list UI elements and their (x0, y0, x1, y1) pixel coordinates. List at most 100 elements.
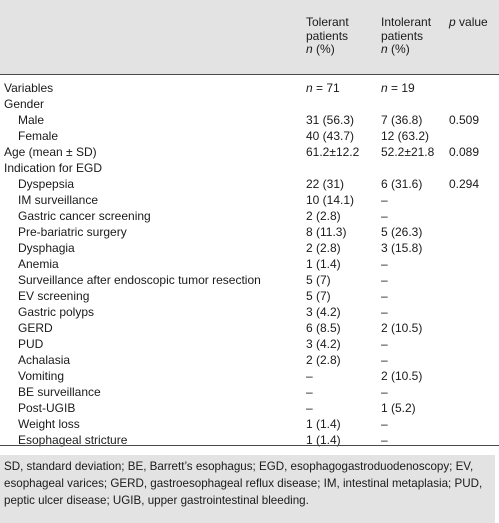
table-row: Male 31 (56.3) 7 (36.8) 0.509 (0, 112, 499, 128)
tolerant-cell: 6 (8.5) (306, 321, 341, 335)
table-row: EV screening 5 (7) – (0, 288, 499, 304)
intolerant-cell: 3 (15.8) (381, 241, 423, 255)
tolerant-cell: – (306, 385, 313, 399)
tolerant-cell: 3 (4.2) (306, 337, 341, 351)
row-label: BE surveillance (18, 385, 101, 399)
p-value-cell: 0.089 (449, 145, 480, 159)
table-row: Variables n = 71 n = 19 (0, 80, 499, 96)
intolerant-cell: – (381, 353, 388, 367)
intolerant-cell: 5 (26.3) (381, 225, 423, 239)
table-row: PUD 3 (4.2) – (0, 336, 499, 352)
intolerant-count: n = 19 (381, 81, 415, 95)
table-row: Gastric cancer screening 2 (2.8) – (0, 208, 499, 224)
table-row: Post-UGIB – 1 (5.2) (0, 400, 499, 416)
intolerant-cell: – (381, 209, 388, 223)
header-intolerant: Intolerant patients n (%) (381, 15, 432, 57)
header-intolerant-unit: n (%) (381, 42, 410, 56)
intolerant-cell: – (381, 289, 388, 303)
tolerant-cell: – (306, 369, 313, 383)
header-p-value: p value (449, 15, 488, 29)
row-label: Male (18, 113, 45, 127)
table-row: Gastric polyps 3 (4.2) – (0, 304, 499, 320)
header-tolerant-unit: n (%) (306, 42, 335, 56)
row-label: Female (18, 129, 59, 143)
intolerant-cell: 2 (10.5) (381, 321, 423, 335)
tolerant-cell: 1 (1.4) (306, 433, 341, 447)
table-row: Female 40 (43.7) 12 (63.2) (0, 128, 499, 144)
row-label: Pre-bariatric surgery (18, 225, 127, 239)
row-label: Age (mean ± SD) (4, 145, 97, 159)
intolerant-cell: – (381, 273, 388, 287)
tolerant-cell: 1 (1.4) (306, 417, 341, 431)
table-row: Achalasia 2 (2.8) – (0, 352, 499, 368)
table-row: Pre-bariatric surgery 8 (11.3) 5 (26.3) (0, 224, 499, 240)
row-label: Surveillance after endoscopic tumor rese… (18, 273, 261, 287)
row-label: PUD (18, 337, 44, 351)
intolerant-cell: – (381, 385, 388, 399)
header-rule (0, 74, 499, 75)
bottom-rule (0, 445, 499, 446)
row-label: Esophageal stricture (18, 433, 128, 447)
table-row: IM surveillance 10 (14.1) – (0, 192, 499, 208)
table-row: GERD 6 (8.5) 2 (10.5) (0, 320, 499, 336)
tolerant-cell: 5 (7) (306, 289, 331, 303)
table-row: Age (mean ± SD) 61.2±12.2 52.2±21.8 0.089 (0, 144, 499, 160)
table-row: Dysphagia 2 (2.8) 3 (15.8) (0, 240, 499, 256)
table-row: Vomiting – 2 (10.5) (0, 368, 499, 384)
table-row: Gender (0, 96, 499, 112)
intolerant-cell: – (381, 257, 388, 271)
intolerant-cell: – (381, 417, 388, 431)
tolerant-cell: 40 (43.7) (306, 129, 355, 143)
row-label: Anemia (18, 257, 59, 271)
table-row: Weight loss 1 (1.4) – (0, 416, 499, 432)
row-label: Vomiting (18, 369, 65, 383)
header-intolerant-line2: patients (381, 28, 424, 43)
row-label: IM surveillance (18, 193, 99, 207)
tolerant-cell: 2 (2.8) (306, 241, 341, 255)
intolerant-cell: 6 (31.6) (381, 177, 423, 191)
tolerant-cell: 1 (1.4) (306, 257, 341, 271)
intolerant-cell: – (381, 193, 388, 207)
row-label: Gastric cancer screening (18, 209, 151, 223)
row-label: Weight loss (18, 417, 80, 431)
intolerant-cell: – (381, 337, 388, 351)
intolerant-cell: – (381, 433, 388, 447)
intolerant-cell: 7 (36.8) (381, 113, 423, 127)
table-footnote: SD, standard deviation; BE, Barrett’s es… (0, 455, 495, 523)
tolerant-cell: 10 (14.1) (306, 193, 355, 207)
tolerant-cell: 2 (2.8) (306, 209, 341, 223)
intolerant-cell: 1 (5.2) (381, 401, 416, 415)
table-header-band (0, 0, 499, 74)
header-tolerant: Tolerant patients n (%) (306, 15, 349, 57)
tolerant-cell: 3 (4.2) (306, 305, 341, 319)
row-label: Post-UGIB (18, 401, 76, 415)
tolerant-cell: – (306, 401, 313, 415)
intolerant-cell: 52.2±21.8 (381, 145, 435, 159)
tolerant-count: n = 71 (306, 81, 340, 95)
intolerant-cell: 2 (10.5) (381, 369, 423, 383)
p-value-cell: 0.294 (449, 177, 480, 191)
tolerant-cell: 61.2±12.2 (306, 145, 360, 159)
header-tolerant-line2: patients (306, 28, 349, 43)
table-row: Esophageal stricture 1 (1.4) – (0, 432, 499, 448)
table-row: BE surveillance – – (0, 384, 499, 400)
table-row: Indication for EGD (0, 160, 499, 176)
table-row: Surveillance after endoscopic tumor rese… (0, 272, 499, 288)
table-row: Dyspepsia 22 (31) 6 (31.6) 0.294 (0, 176, 499, 192)
row-label: GERD (18, 321, 53, 335)
row-label: Achalasia (18, 353, 71, 367)
intolerant-cell: – (381, 305, 388, 319)
row-label: Gender (4, 97, 45, 111)
tolerant-cell: 8 (11.3) (306, 225, 347, 239)
row-label: EV screening (18, 289, 90, 303)
row-label: Gastric polyps (18, 305, 95, 319)
table-row: Anemia 1 (1.4) – (0, 256, 499, 272)
row-label: Indication for EGD (4, 161, 103, 175)
row-label: Variables (4, 81, 54, 95)
p-value-cell: 0.509 (449, 113, 480, 127)
tolerant-cell: 5 (7) (306, 273, 331, 287)
tolerant-cell: 31 (56.3) (306, 113, 355, 127)
row-label: Dysphagia (18, 241, 75, 255)
intolerant-cell: 12 (63.2) (381, 129, 430, 143)
header-intolerant-line1: Intolerant (381, 15, 432, 29)
